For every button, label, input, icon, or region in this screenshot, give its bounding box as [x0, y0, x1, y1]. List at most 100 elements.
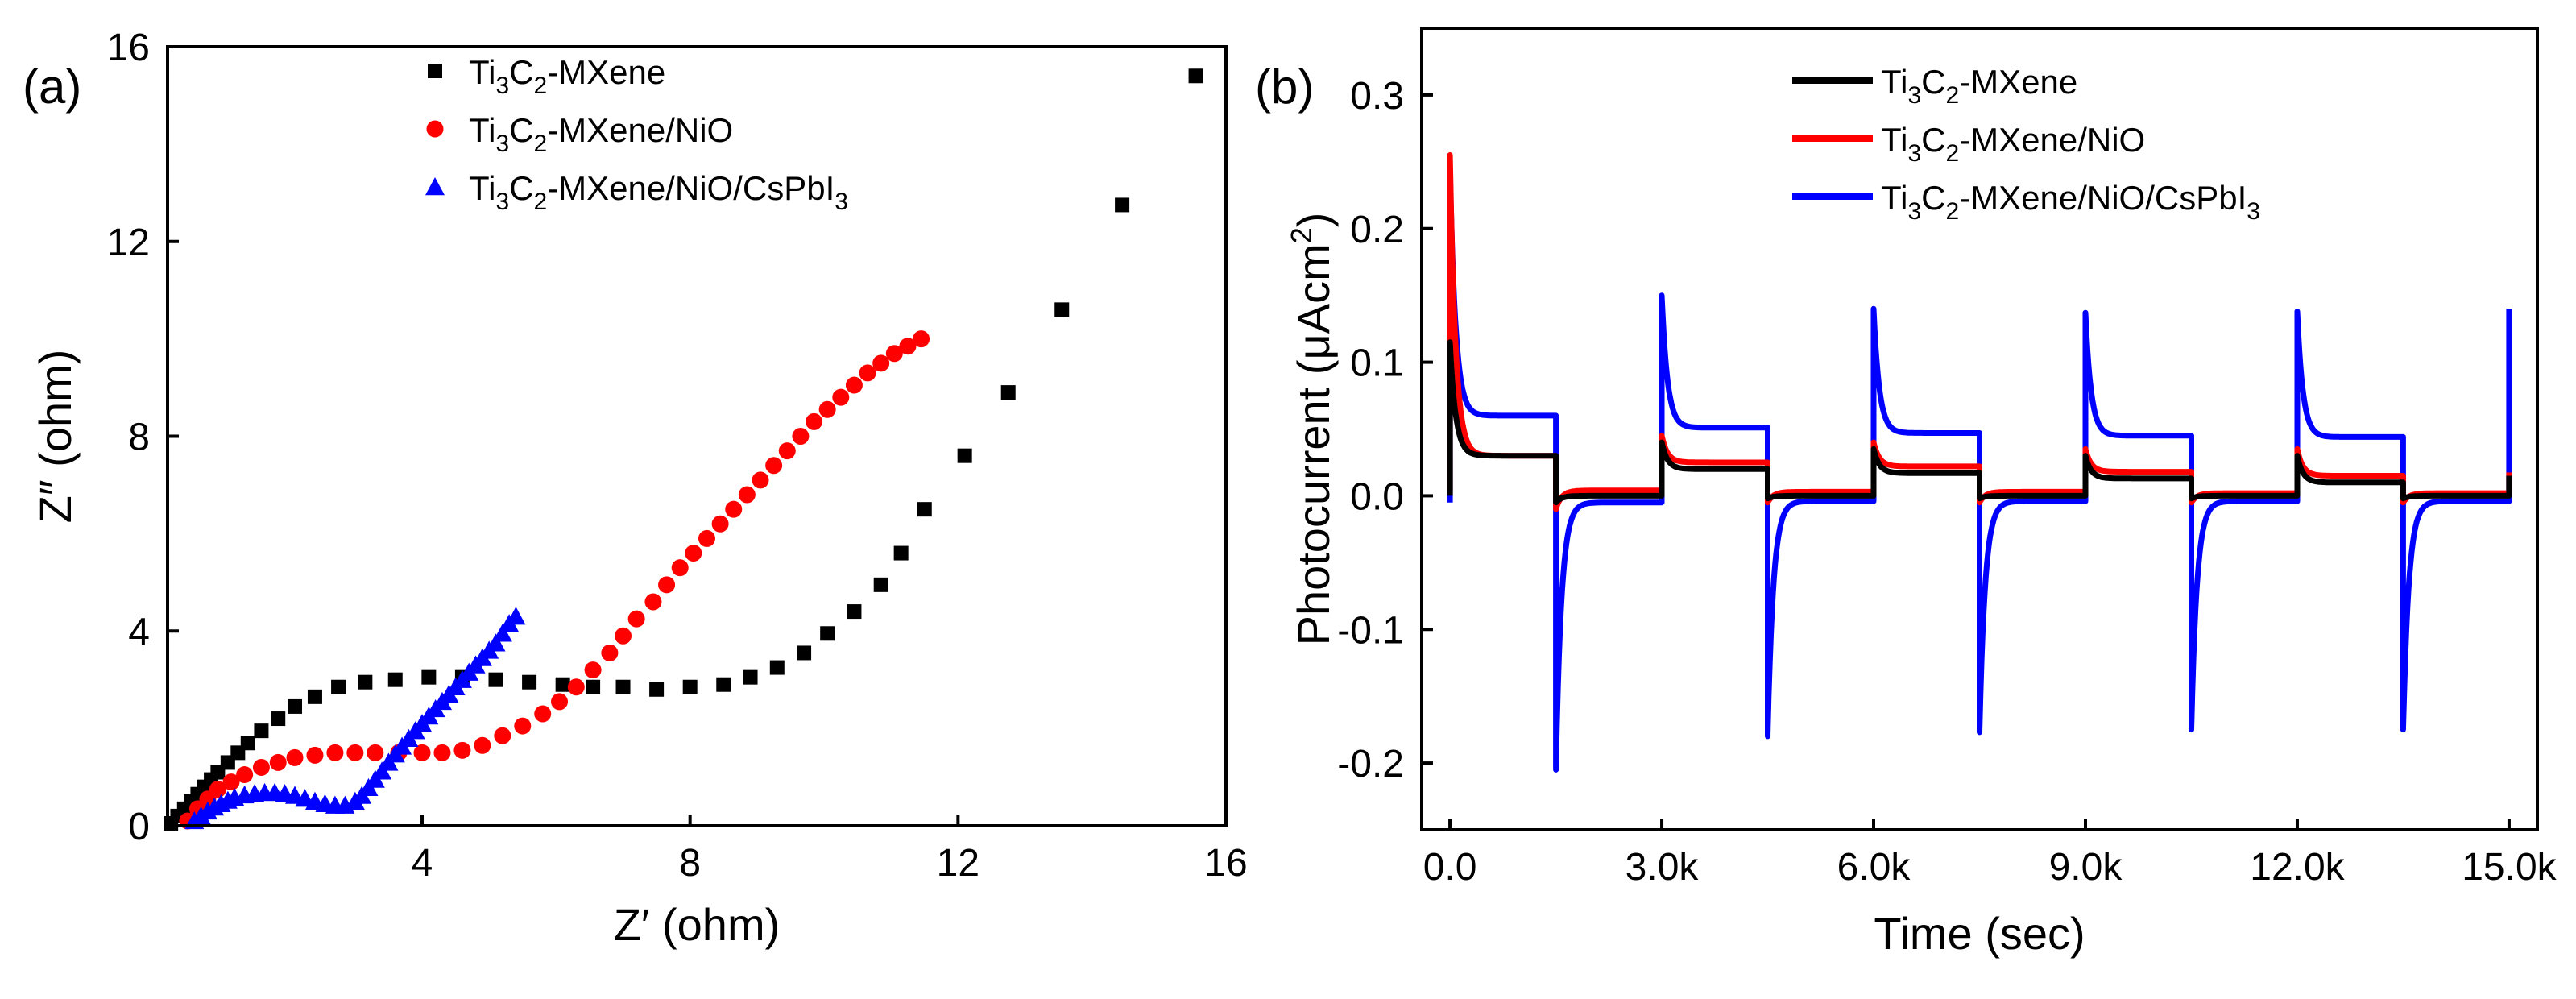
panel-a-point — [1115, 197, 1130, 213]
panel-a-point — [832, 388, 850, 406]
panel-a-legend: Ti3C2-MXene Ti3C2-MXene/NiO Ti3C2-MXene/Ni… — [425, 53, 848, 215]
panel-a-point — [671, 559, 689, 577]
panel-a-point — [209, 781, 226, 798]
panel-a-point — [222, 773, 240, 791]
panel-a-y-tick-label: 4 — [128, 611, 150, 653]
panel-a-point — [271, 711, 286, 727]
panel-b-y-axis-label-sup: 2 — [1285, 227, 1318, 243]
panel-b-x-tick-label: 12.0k — [2250, 846, 2345, 889]
panel-a-point — [413, 744, 431, 761]
panel-a-point — [453, 741, 471, 759]
panel-a-point — [615, 679, 631, 694]
panel-a-series-1 — [179, 330, 930, 830]
panel-a-point — [778, 442, 796, 460]
panel-a-ticks: 4 8 12 16 0 4 8 12 16 — [107, 27, 1248, 885]
panel-a-point — [649, 682, 665, 697]
panel-a-x-tick-label: 12 — [937, 842, 979, 885]
panel-a-point — [682, 679, 698, 694]
panel-a-point — [494, 727, 511, 744]
panel-b-y-axis-label-base: Photocurrent (μAcm — [1288, 243, 1339, 645]
panel-b: (b) 0.0 3.0k 6.0k 9.0k 12.0k 15.0k-0.2-0.10.0… — [1255, 27, 2557, 959]
panel-a-point — [873, 577, 888, 592]
panel-a-point — [820, 626, 835, 641]
panel-b-legend-label-2: Ti3C2-MXene/NiO/CsPbI3 — [1881, 179, 2260, 225]
panel-a-point — [818, 400, 836, 418]
panel-a-point — [307, 689, 322, 704]
panel-a-point — [601, 644, 619, 661]
panel-a-point — [522, 674, 537, 690]
panel-a-point — [957, 448, 972, 463]
panel-a-point — [885, 345, 903, 363]
panel-a-plot-frame — [166, 45, 1228, 827]
panel-a-point — [872, 354, 890, 372]
panel-a-y-tick-label: 0 — [128, 806, 150, 848]
panel-b-x-tick-label: 0.0 — [1423, 846, 1477, 889]
panel-b-series — [1447, 152, 2512, 773]
panel-a-series — [164, 68, 1203, 831]
panel-a-legend-marker-2 — [425, 177, 445, 196]
panel-a-point — [236, 766, 254, 784]
panel-b-x-axis-label: Time (sec) — [1874, 908, 2085, 959]
panel-a-point — [797, 645, 812, 661]
panel-b-y-tick-label: -0.1 — [1337, 609, 1404, 652]
panel-a-point — [893, 545, 909, 561]
panel-a-point — [899, 338, 917, 355]
panel-a-point — [792, 428, 810, 445]
panel-a-point — [1054, 302, 1070, 317]
panel-a-point — [847, 604, 862, 620]
panel-a-point — [358, 674, 373, 690]
panel-b-series-line-2 — [1447, 165, 2512, 773]
panel-b-legend: Ti3C2-MXene Ti3C2-MXene/NiO Ti3C2-MXene/Ni… — [1792, 63, 2260, 225]
panel-a-y-tick-label: 16 — [107, 27, 150, 69]
panel-a-y-tick-label: 8 — [128, 417, 150, 459]
panel-a-point — [658, 576, 676, 594]
panel-a-point — [286, 748, 304, 766]
panel-b-ticks: 0.0 3.0k 6.0k 9.0k 12.0k 15.0k -0.2 -0.1 0.0 0.1 0… — [1337, 75, 2557, 889]
panel-b-y-tick-label: 0.2 — [1350, 209, 1404, 251]
panel-a-point — [306, 746, 324, 764]
panel-b-plot-frame — [1420, 27, 2539, 831]
panel-a-point — [514, 717, 532, 735]
panel-a-point — [698, 529, 715, 547]
panel-a-point — [584, 661, 602, 679]
panel-a-legend-label-2: Ti3C2-MXene/NiO/CsPbI3 — [469, 169, 848, 215]
panel-a-point — [1188, 68, 1203, 84]
panel-b-y-axis-label: Photocurrent (μAcm2) — [1285, 213, 1339, 646]
panel-b-x-tick-label: 15.0k — [2462, 846, 2557, 889]
panel-b-x-tick-label: 3.0k — [1626, 846, 1700, 889]
panel-a-point — [725, 500, 743, 518]
panel-a-point — [615, 627, 632, 645]
panel-a-point — [913, 330, 930, 348]
panel-a-y-axis-label: Z″ (ohm) — [30, 350, 81, 524]
panel-a-point — [567, 678, 585, 696]
panel-a-point — [685, 545, 702, 562]
panel-a-point — [421, 669, 437, 685]
panel-a-point — [367, 744, 384, 761]
panel-a: (a) 4 8 12 16 0 4 8 12 16 Z′ (ohm) Z″ (ohm) Ti3C… — [23, 27, 1248, 950]
panel-a-legend-label-0: Ti3C2-MXene — [469, 53, 665, 99]
panel-a-point — [288, 698, 303, 714]
panel-a-x-tick-label: 16 — [1204, 842, 1247, 885]
panel-a-point — [506, 607, 526, 625]
panel-b-series-line-0 — [1447, 339, 2512, 506]
panel-a-point — [716, 677, 731, 692]
panel-a-point — [331, 679, 346, 694]
panel-a-point — [433, 744, 451, 761]
panel-a-point — [387, 672, 403, 687]
panel-a-point — [743, 669, 758, 685]
panel-a-point — [752, 471, 769, 489]
panel-a-x-tick-label: 8 — [679, 842, 701, 885]
panel-a-point — [326, 744, 344, 761]
panel-a-series-0 — [164, 68, 1203, 831]
panel-a-point — [738, 486, 756, 504]
panel-a-point — [769, 660, 785, 675]
panel-b-x-tick-label: 6.0k — [1837, 846, 1911, 889]
panel-b-y-tick-label: 0.3 — [1350, 75, 1404, 118]
panel-a-point — [486, 633, 506, 652]
panel-a-legend-label-1: Ti3C2-MXene/NiO — [469, 111, 733, 157]
panel-a-point — [346, 744, 364, 761]
panel-a-point — [269, 753, 287, 771]
panel-a-point — [551, 693, 569, 711]
panel-a-x-axis-label: Z′ (ohm) — [614, 899, 781, 950]
